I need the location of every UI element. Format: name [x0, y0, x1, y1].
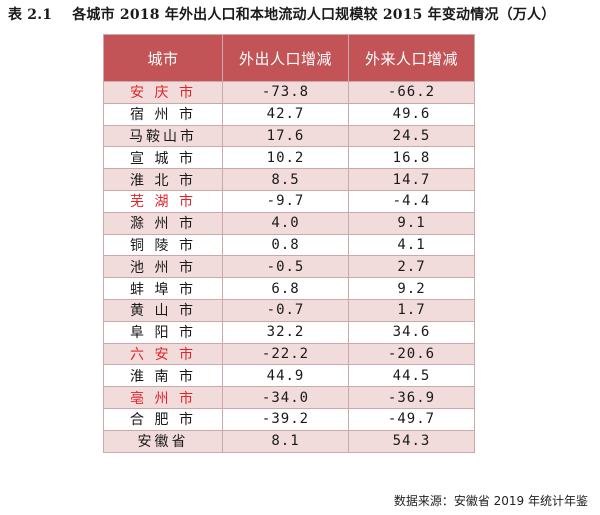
city-cell: 安 庆 市 — [103, 81, 223, 104]
outflow-change-cell: 42.7 — [222, 102, 349, 126]
city-cell: 阜 阳 市 — [103, 320, 223, 344]
inflow-change-cell: -4.4 — [348, 189, 475, 213]
table-row: 池 州 市 -0.5 2.7 — [103, 255, 475, 279]
table-row: 安徽省 8.1 54.3 — [103, 429, 475, 453]
outflow-change-cell: -22.2 — [222, 342, 349, 366]
table-row: 合 肥 市 -39.2 -49.7 — [103, 407, 475, 431]
outflow-change-cell: -9.7 — [222, 189, 349, 213]
inflow-change-cell: 14.7 — [348, 168, 475, 191]
header-row: 城市 外出人口增减 外来人口增减 — [103, 34, 475, 82]
table-row: 马鞍山市 17.6 24.5 — [103, 124, 475, 148]
inflow-change-cell: 44.5 — [348, 364, 475, 388]
city-cell: 蚌 埠 市 — [103, 277, 223, 300]
inflow-change-cell: 4.1 — [348, 233, 475, 257]
outflow-change-cell: 4.0 — [222, 211, 349, 235]
city-cell: 安徽省 — [103, 429, 223, 453]
column-header-city: 城市 — [103, 34, 223, 82]
city-cell: 滁 州 市 — [103, 211, 223, 235]
outflow-change-cell: 17.6 — [222, 124, 349, 148]
inflow-change-cell: 54.3 — [348, 429, 475, 453]
city-cell: 合 肥 市 — [103, 407, 223, 431]
table-row: 黄 山 市 -0.7 1.7 — [103, 298, 475, 322]
city-cell: 铜 陵 市 — [103, 233, 223, 257]
city-cell: 六 安 市 — [103, 342, 223, 366]
inflow-change-cell: 34.6 — [348, 320, 475, 344]
inflow-change-cell: -49.7 — [348, 407, 475, 431]
inflow-change-cell: -36.9 — [348, 386, 475, 409]
outflow-change-cell: -73.8 — [222, 81, 349, 104]
table-row: 滁 州 市 4.0 9.1 — [103, 211, 475, 235]
inflow-change-cell: -66.2 — [348, 81, 475, 104]
table-row: 芜 湖 市 -9.7 -4.4 — [103, 189, 475, 213]
city-cell: 芜 湖 市 — [103, 189, 223, 213]
inflow-change-cell: 24.5 — [348, 124, 475, 148]
city-cell: 黄 山 市 — [103, 298, 223, 322]
city-cell: 淮 南 市 — [103, 364, 223, 388]
data-source-note: 数据来源：安徽省 2019 年统计年鉴 — [393, 494, 588, 508]
city-cell: 淮 北 市 — [103, 168, 223, 191]
city-cell: 宿 州 市 — [103, 102, 223, 126]
table-row: 淮 北 市 8.5 14.7 — [103, 168, 475, 191]
city-cell: 亳 州 市 — [103, 386, 223, 409]
inflow-change-cell: 1.7 — [348, 298, 475, 322]
outflow-change-cell: 8.1 — [222, 429, 349, 453]
outflow-change-cell: 32.2 — [222, 320, 349, 344]
inflow-change-cell: 9.1 — [348, 211, 475, 235]
table-caption: 表 2.1 各城市 2018 年外出人口和本地流动人口规模较 2015 年变动情况… — [8, 4, 598, 24]
outflow-change-cell: -34.0 — [222, 386, 349, 409]
city-cell: 宣 城 市 — [103, 146, 223, 170]
inflow-change-cell: 2.7 — [348, 255, 475, 279]
population-change-table: 城市 外出人口增减 外来人口增减 安 庆 市 -73.8 -66.2 宿 州 市 42.… — [103, 34, 475, 453]
table-row: 宣 城 市 10.2 16.8 — [103, 146, 475, 170]
inflow-change-cell: 16.8 — [348, 146, 475, 170]
outflow-change-cell: 0.8 — [222, 233, 349, 257]
inflow-change-cell: -20.6 — [348, 342, 475, 366]
inflow-change-cell: 49.6 — [348, 102, 475, 126]
table-row: 六 安 市 -22.2 -20.6 — [103, 342, 475, 366]
caption-number: 表 2.1 — [8, 7, 53, 23]
outflow-change-cell: 44.9 — [222, 364, 349, 388]
outflow-change-cell: 8.5 — [222, 168, 349, 191]
table-row: 阜 阳 市 32.2 34.6 — [103, 320, 475, 344]
column-header-outflow: 外出人口增减 — [222, 34, 349, 82]
caption-title: 各城市 2018 年外出人口和本地流动人口规模较 2015 年变动情况（万人） — [72, 7, 556, 23]
table-row: 淮 南 市 44.9 44.5 — [103, 364, 475, 388]
city-cell: 马鞍山市 — [103, 124, 223, 148]
inflow-change-cell: 9.2 — [348, 277, 475, 300]
outflow-change-cell: -39.2 — [222, 407, 349, 431]
outflow-change-cell: -0.5 — [222, 255, 349, 279]
outflow-change-cell: -0.7 — [222, 298, 349, 322]
table-row: 铜 陵 市 0.8 4.1 — [103, 233, 475, 257]
column-header-inflow: 外来人口增减 — [348, 34, 475, 82]
table-row: 宿 州 市 42.7 49.6 — [103, 102, 475, 126]
table-row: 亳 州 市 -34.0 -36.9 — [103, 386, 475, 409]
outflow-change-cell: 6.8 — [222, 277, 349, 300]
city-cell: 池 州 市 — [103, 255, 223, 279]
table-row: 蚌 埠 市 6.8 9.2 — [103, 277, 475, 300]
outflow-change-cell: 10.2 — [222, 146, 349, 170]
table-row: 安 庆 市 -73.8 -66.2 — [103, 81, 475, 104]
